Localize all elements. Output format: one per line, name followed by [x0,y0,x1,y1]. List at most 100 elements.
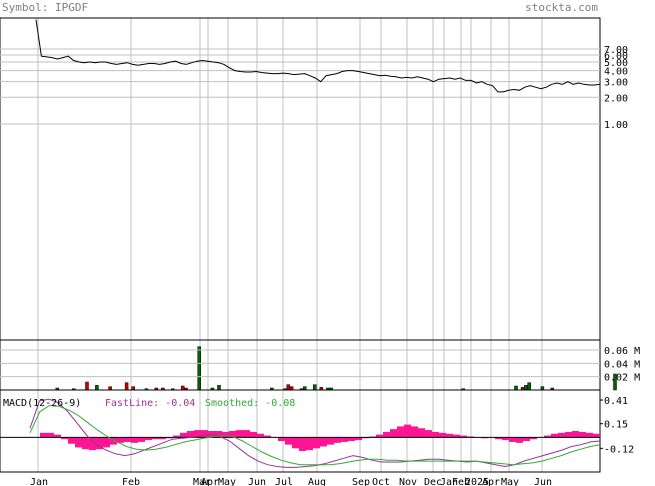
month-label: Jun [534,477,552,486]
macd-histogram-bar [418,428,425,438]
macd-histogram-bar [376,434,383,438]
macd-histogram-bar [229,431,236,438]
volume-bar [95,385,99,391]
volume-bar [613,373,617,391]
volume-bar [197,346,201,391]
month-label: Aug [308,477,326,486]
macd-histogram-bar [292,437,299,449]
month-label: Jan [30,477,48,486]
macd-fast-label: FastLine: -0.04 [105,398,195,409]
macd-histogram-bar [180,432,187,438]
macd-histogram-bar [222,431,229,438]
macd-histogram-bar [523,437,530,442]
macd-histogram-bar [68,437,75,444]
macd-histogram-bar [264,435,271,438]
macd-histogram-bar [551,433,558,438]
macd-histogram-bar [159,437,166,440]
macd-histogram-bar [348,437,355,442]
macd-histogram-bar [152,437,159,440]
macd-histogram-bar [425,430,432,438]
site-watermark: stockta.com [525,1,598,14]
price-tick-label: 7.00 [604,45,628,56]
macd-histogram-bar [530,437,537,440]
macd-panel [0,389,601,473]
macd-histogram-bar [446,433,453,438]
price-tick-label: 3.00 [604,78,628,89]
month-label: Apr [482,477,500,486]
volume-bar [524,385,528,391]
macd-histogram-bar [383,431,390,438]
macd-tick-label: 0.15 [604,420,628,431]
macd-histogram-bar [299,437,306,452]
macd-histogram-bar [117,437,124,443]
macd-smoothed-line [29,404,601,466]
macd-histogram-bar [257,433,264,438]
price-gridlines [0,48,600,125]
price-axis-ticks: 7.006.005.004.003.00 2.00 1.00 [604,45,628,131]
macd-histogram-bar [453,434,460,438]
macd-histogram-bar [124,437,131,442]
macd-histogram-bar [586,432,593,438]
volume-bar [312,384,317,391]
macd-histogram-bar [411,426,418,438]
macd-histogram-bar [390,429,397,438]
volume-bar [85,381,89,391]
macd-histogram-bar [187,431,194,438]
volume-axis-ticks: 0.06 M 0.04 M 0.02 M [0,346,640,384]
month-label: Mar [193,477,211,486]
month-label: Jul [275,477,293,486]
volume-bar [286,384,291,391]
macd-axis-ticks: 0.41 0.15 -0.12 [600,396,634,455]
volume-bars [55,346,617,391]
macd-histogram-bar [327,437,334,445]
month-label: Apr [201,477,219,486]
macd-title: MACD(12-26-9) [3,398,81,409]
macd-histogram-bar [173,435,180,438]
macd-histogram-bar [306,437,313,451]
month-label: Jan [440,477,458,486]
macd-histogram-bar [145,437,152,441]
macd-histogram-bar [75,437,82,448]
macd-histogram-bar [516,437,523,443]
month-label: May [218,477,236,486]
macd-histogram-bar [243,430,250,438]
macd-histogram-bar [502,437,509,441]
macd-histogram-bar [40,432,47,438]
month-label: Dec [424,477,442,486]
price-tick-label: 5.00 [604,58,628,69]
macd-histogram-bar [509,437,516,442]
month-label: May [501,477,519,486]
macd-fast-line [29,398,601,468]
price-tick-label: 6.00 [604,51,628,62]
macd-histogram-bar [593,433,600,438]
macd-histogram-bar [201,430,208,438]
month-label: Sep [352,477,370,486]
macd-histogram-bar [544,435,551,438]
macd-histogram-bar [558,432,565,438]
grid [37,18,543,472]
price-line [35,19,601,93]
macd-histogram-bar [47,432,54,438]
macd-histogram-bar [313,437,320,449]
macd-histogram-bar [82,437,89,450]
volume-bar [527,382,531,391]
price-panel [0,17,601,341]
macd-histogram-bar [89,437,96,451]
macd-histogram-bar [194,430,201,438]
macd-histogram-bar [250,431,257,438]
volume-tick-label: 0.02 M [604,373,640,384]
macd-histogram-bar [54,434,61,438]
price-tick-label: 4.00 [604,67,628,78]
month-label: Feb [122,477,140,486]
macd-histogram-bar [96,437,103,450]
month-label: Jun [248,477,266,486]
macd-histogram-bar [579,431,586,438]
macd-histogram-bar [404,424,411,438]
macd-histogram-bar [495,437,502,440]
macd-histogram-bar [208,431,215,438]
volume-bar [514,385,518,391]
macd-histogram [40,424,600,452]
macd-histogram-bar [215,431,222,438]
